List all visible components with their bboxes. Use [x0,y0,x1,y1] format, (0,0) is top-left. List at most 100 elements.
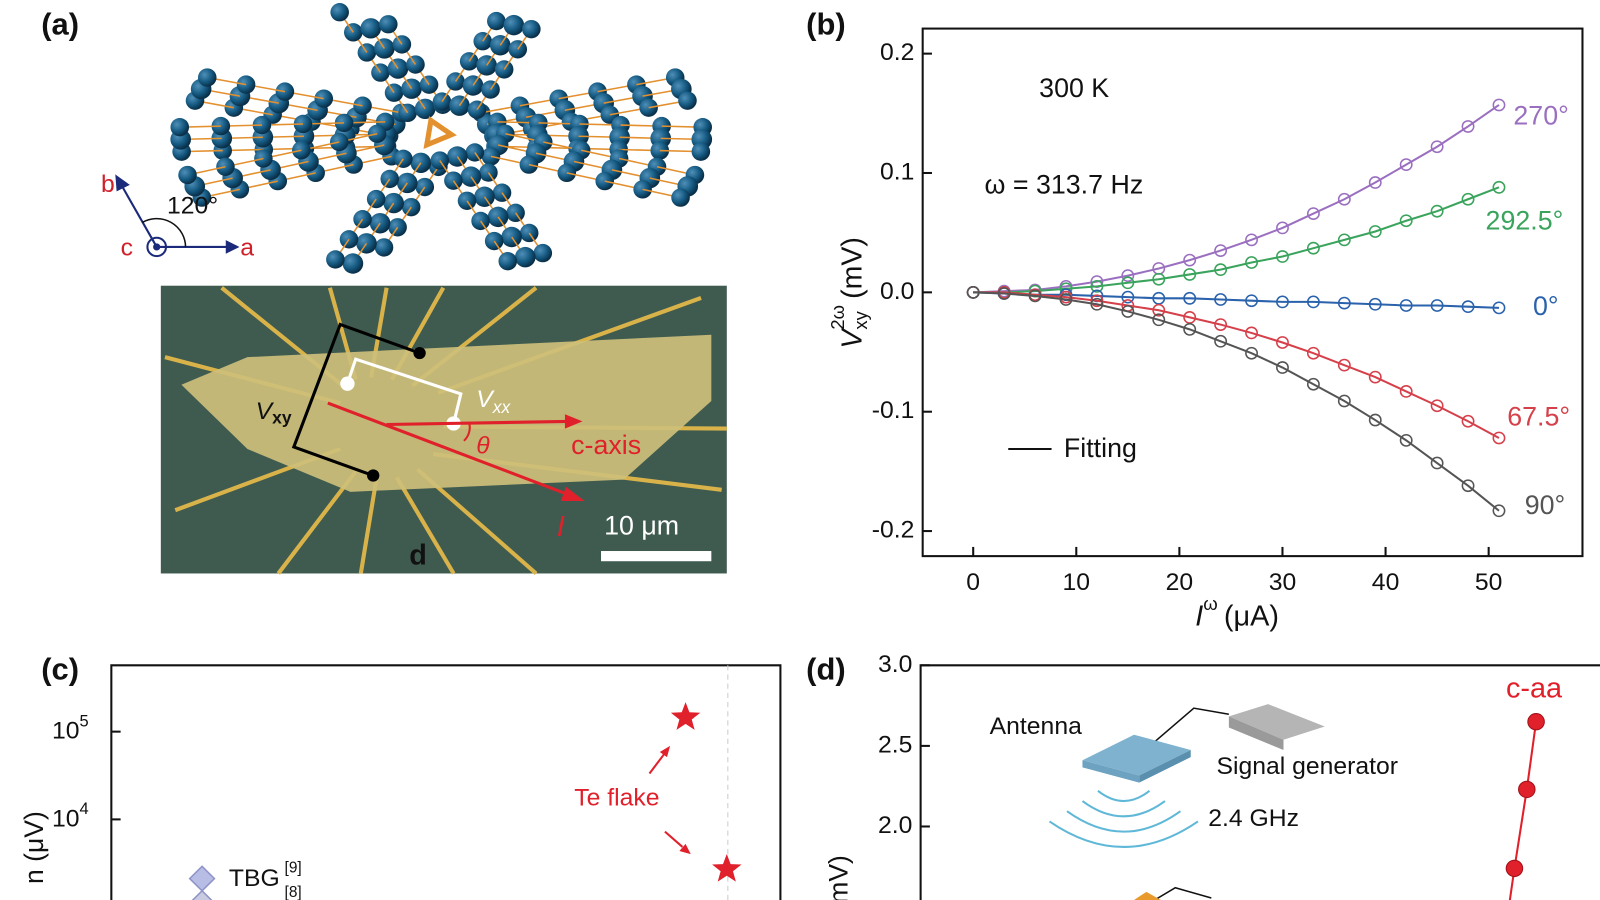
atom [503,14,525,36]
data-point [1368,297,1382,311]
data-point [1121,269,1135,283]
data-point [1121,290,1135,304]
atom [275,82,295,101]
y-tick-label: 3.0 [878,651,912,678]
data-point [1461,192,1475,206]
data-point [1505,859,1524,878]
y-axis-label: (mV) [823,855,853,900]
data-point [1306,295,1320,309]
inset-label: Signal generator [1216,753,1398,780]
atom [410,152,432,174]
data-point [1337,296,1351,310]
series-label: 292.5° [1486,206,1564,236]
atom [374,238,394,257]
theta-label: θ [476,433,490,460]
data-point [1368,176,1382,189]
atom [353,96,372,115]
data-point [1518,780,1536,799]
atom [178,165,197,185]
annotation: 300 K [1039,73,1109,103]
data-point [1399,433,1413,447]
atom [467,100,487,119]
data-point [1214,263,1228,277]
data-point [1368,225,1382,238]
atom [449,95,470,116]
data-point [1461,120,1475,133]
axis-c-symbol [146,236,168,258]
x-tick-label: 30 [1269,569,1297,596]
axis-label: c [121,235,133,262]
arrow [664,830,684,848]
crystal-structure [170,3,713,274]
data-point [1306,241,1320,255]
data-point [1461,414,1475,428]
atom [498,251,518,271]
axis-c-dot [153,243,161,251]
base: 10 [52,717,80,744]
inset-label: 2.4 GHz [1208,805,1299,832]
contact [367,469,380,482]
vxy-lead [291,322,421,477]
arrow-head [659,745,671,758]
legend-marker [191,889,213,900]
data-point [1306,377,1320,391]
wire [1154,707,1230,743]
annotation: ω = 313.7 Hz [985,170,1144,200]
atom [432,92,452,111]
data-point [1214,318,1228,331]
superscript: ω [1203,593,1217,614]
series-label: 0° [1533,291,1559,321]
series-label: 67.5° [1507,402,1570,432]
data-point [1430,456,1444,470]
arrow-head [225,240,240,254]
antenna [1082,734,1191,776]
c-axis-arrow [386,419,568,427]
y-tick-label: 104 [52,801,89,832]
current-label: I [557,511,565,543]
current-arrow [327,401,570,497]
data-point [1183,291,1197,305]
scale-bar [601,551,712,562]
unit: (mV) [836,237,868,299]
vxy-label: Vxy [256,398,292,427]
data-point [1399,299,1413,312]
atom [342,253,364,274]
data-point [1090,280,1104,293]
data-point [1214,244,1228,257]
y-tick-label: 105 [52,713,89,744]
atom [457,191,477,210]
atom [514,246,536,268]
charts: (b) 0 10 20 30 40 50 0.2 0.1 0.0 -0.1 -0.2 Iω (μA) Vxy… [19,7,1600,900]
contact [413,346,426,360]
signal-generator-edge [1228,716,1284,750]
data-point [1152,272,1166,286]
angle-arc [463,422,471,442]
data-point [1090,297,1104,311]
antenna-edge [1082,760,1140,783]
y-tick-label: -0.2 [872,517,915,544]
legend-label: Fitting [1064,433,1137,463]
data-point [1337,358,1351,372]
vxx-label: Vxx [476,386,511,417]
y-tick-label: 0.2 [880,39,914,66]
arrow-head [564,414,583,429]
data-point [1276,250,1289,263]
plot-frame [110,664,782,900]
data-point [1527,713,1545,731]
atom [519,155,539,174]
atom [334,113,354,133]
rectifier [1134,891,1161,900]
panel-label: (b) [806,7,845,42]
atom [170,117,190,137]
contact [340,376,355,391]
panel-label: (a) [41,7,79,42]
angle-label: 120° [167,193,218,220]
data-point [1245,256,1258,269]
star-marker [670,702,701,730]
atom [460,166,482,187]
exponent: 5 [79,713,88,731]
device-letter: d [409,540,427,572]
subscript: xy [272,407,292,427]
data-point [1152,303,1166,317]
